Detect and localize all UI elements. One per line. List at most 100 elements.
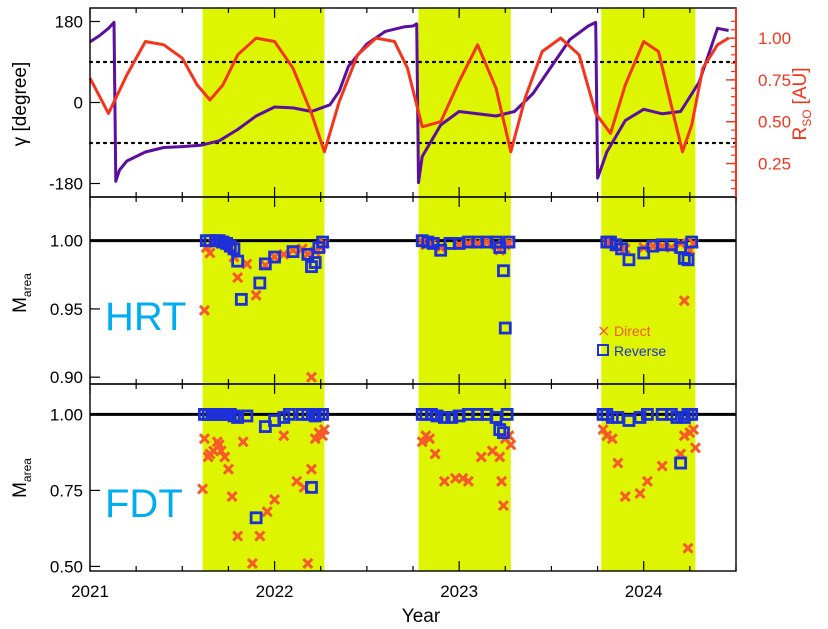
fdt-direct-point-37 bbox=[496, 475, 508, 487]
hrt-reverse-point-16 bbox=[308, 256, 322, 269]
hrt-reverse-point-13 bbox=[286, 245, 300, 258]
fdt-direct-point-12 bbox=[237, 436, 249, 448]
hrt-reverse-point-45 bbox=[685, 235, 699, 249]
fdt-direct-point-14 bbox=[254, 530, 266, 542]
fdt-reverse-point-15 bbox=[282, 408, 296, 421]
orbit-right-ytick-label-2: 0.50 bbox=[758, 113, 791, 132]
hrt-reverse-point-37 bbox=[622, 253, 636, 267]
hrt-reverse-point-38 bbox=[637, 246, 651, 260]
labels-layer: Year γ [degree] RSO[AU] Marea Marea HRT … bbox=[10, 62, 814, 627]
fdt-ytick-label-1: 0.75 bbox=[50, 481, 83, 500]
fdt-reverse-point-49 bbox=[685, 408, 699, 421]
hrt-direct-point-18 bbox=[305, 371, 318, 383]
fdt-direct-point-7 bbox=[215, 445, 227, 457]
hrt-direct-point-0 bbox=[198, 304, 210, 316]
hrt-reverse-point-44 bbox=[681, 253, 695, 267]
hrt-direct-point-2 bbox=[204, 247, 216, 259]
hrt-reverse-point-14 bbox=[301, 247, 315, 261]
fdt-direct-point-36 bbox=[494, 451, 506, 463]
fdt-yaxis-subscript: area bbox=[20, 458, 34, 482]
fdt-reverse-point-35 bbox=[500, 408, 514, 421]
orbit-right-ytick-label-0: 1.00 bbox=[758, 29, 791, 48]
fdt-direct-point-38 bbox=[497, 500, 510, 512]
fdt-direct-point-54 bbox=[687, 424, 700, 436]
hrt-reverse-point-22 bbox=[434, 243, 448, 257]
legend-reverse-marker bbox=[597, 344, 609, 356]
rso-unit: [AU] bbox=[790, 67, 811, 104]
orbit-right-axis-title: RSO [AU] bbox=[790, 67, 814, 140]
fdt-direct-point-0 bbox=[197, 483, 209, 495]
hrt-reverse-point-18 bbox=[316, 235, 329, 249]
hrt-reverse-point-31 bbox=[498, 321, 512, 335]
fdt-direct-point-34 bbox=[475, 451, 487, 463]
hrt-reverse-point-21 bbox=[426, 237, 440, 250]
fdt-reverse-point-41 bbox=[633, 411, 647, 424]
fdt-direct-point-26 bbox=[416, 436, 428, 448]
hrt-direct-point-9 bbox=[232, 271, 244, 284]
hrt-reverse-point-11 bbox=[258, 257, 272, 271]
fdt-direct-point-9 bbox=[222, 463, 234, 475]
orbit-ytick-label-0: 180 bbox=[55, 13, 83, 32]
fdt-direct-point-32 bbox=[457, 472, 469, 484]
xtick-label-2021: 2021 bbox=[71, 582, 109, 601]
fdt-direct-point-51 bbox=[678, 430, 690, 442]
axes-layer: 180 0 -180 1.00 0.95 0.90 1.00 0.75 0.50 1.00 0.75… bbox=[49, 7, 791, 601]
fdt-direct-point-46 bbox=[619, 490, 631, 503]
fdt-direct-point-48 bbox=[641, 475, 653, 487]
fdt-reverse-point-25 bbox=[430, 409, 444, 423]
fdt-direct-point-8 bbox=[219, 451, 231, 463]
fdt-reverse-point-34 bbox=[497, 426, 510, 440]
hrt-yaxis-subscript: area bbox=[20, 273, 34, 297]
fdt-direct-point-20 bbox=[302, 557, 314, 569]
fdt-reverse-point-46 bbox=[674, 456, 688, 470]
fdt-direct-point-13 bbox=[246, 557, 258, 569]
fdt-direct-point-10 bbox=[226, 490, 238, 503]
fdt-yaxis-title: Marea bbox=[10, 458, 34, 498]
fdt-reverse-point-10 bbox=[240, 409, 254, 423]
fdt-ytick-label-0: 1.00 bbox=[50, 405, 83, 424]
fdt-panel-label: FDT bbox=[105, 482, 183, 526]
hrt-reverse-point-7 bbox=[227, 242, 241, 256]
hrt-reverse-point-30 bbox=[497, 264, 510, 278]
hrt-yaxis-title: Marea bbox=[10, 273, 34, 313]
fdt-direct-point-22 bbox=[309, 433, 321, 445]
fdt-direct-point-11 bbox=[232, 530, 244, 542]
hrt-reverse-point-12 bbox=[268, 250, 281, 264]
orbit-right-ytick-label-3: 0.25 bbox=[758, 155, 791, 174]
hrt-reverse-point-10 bbox=[253, 276, 267, 290]
hrt-ytick-label-0: 1.00 bbox=[50, 232, 83, 251]
orbit-right-ytick-label-1: 0.75 bbox=[758, 71, 791, 90]
hrt-ytick-label-2: 0.90 bbox=[50, 368, 83, 387]
orbit-ytick-label-2: -180 bbox=[49, 175, 83, 194]
hrt-reverse-point-8 bbox=[231, 254, 245, 268]
legend-direct-label: Direct bbox=[614, 323, 651, 339]
fdt-direct-point-28 bbox=[424, 433, 436, 445]
fdt-reverse-point-18 bbox=[305, 480, 318, 494]
data-layer bbox=[88, 20, 738, 569]
rso-subscript: SO bbox=[800, 109, 814, 126]
fdt-ytick-label-2: 0.50 bbox=[50, 557, 83, 576]
orbit-ytick-label-1: 0 bbox=[74, 94, 83, 113]
fdt-direct-point-17 bbox=[278, 430, 290, 442]
fdt-direct-point-55 bbox=[689, 442, 701, 454]
xtick-label-2023: 2023 bbox=[440, 582, 478, 601]
fdt-direct-point-43 bbox=[601, 430, 613, 442]
fdt-yaxis-symbol: M bbox=[10, 482, 31, 498]
xaxis-title: Year bbox=[402, 606, 441, 627]
xtick-label-2024: 2024 bbox=[625, 582, 663, 601]
fdt-direct-point-41 bbox=[505, 439, 517, 451]
shaded-window-2 bbox=[601, 8, 696, 571]
fdt-direct-point-21 bbox=[305, 463, 318, 475]
legend-reverse-label: Reverse bbox=[614, 343, 666, 359]
hrt-direct-point-43 bbox=[678, 295, 690, 307]
hrt-direct-point-11 bbox=[250, 289, 262, 301]
hrt-yaxis-symbol: M bbox=[10, 297, 31, 313]
fdt-reverse-point-11 bbox=[249, 511, 263, 525]
hrt-reverse-point-9 bbox=[234, 292, 248, 306]
rso-symbol: R bbox=[790, 127, 811, 141]
xtick-label-2022: 2022 bbox=[256, 582, 294, 601]
fdt-direct-point-1 bbox=[198, 433, 210, 445]
orbit-yaxis-title: γ [degree] bbox=[10, 62, 31, 147]
fdt-direct-point-45 bbox=[612, 457, 624, 469]
